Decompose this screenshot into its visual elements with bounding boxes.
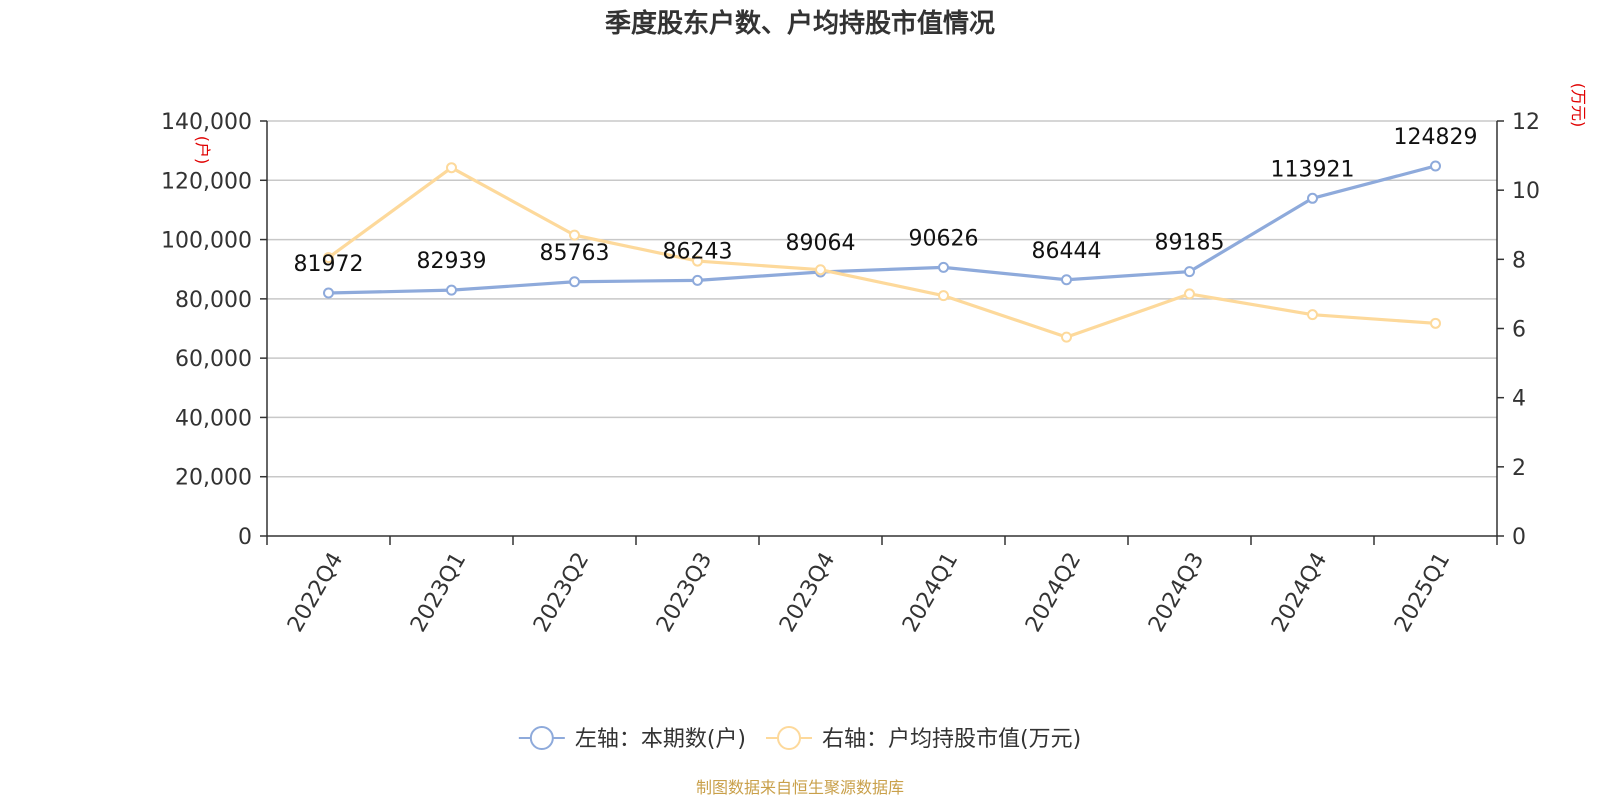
series-lines xyxy=(323,160,1441,343)
legend-label: 左轴：本期数(户) xyxy=(575,727,746,752)
right-axis-tick-label: 6 xyxy=(1512,318,1526,343)
left-axis-tick-label: 0 xyxy=(238,525,252,550)
right-axis-tick-label: 0 xyxy=(1512,525,1526,550)
data-point xyxy=(1184,288,1195,300)
data-point xyxy=(1307,192,1318,204)
data-point xyxy=(1430,160,1441,172)
data-point xyxy=(1061,331,1072,343)
legend-swatch-marker xyxy=(777,726,801,750)
x-axis-tick-label: 2024Q3 xyxy=(1144,548,1209,636)
data-label: 113921 xyxy=(1271,157,1355,182)
data-point xyxy=(323,252,334,264)
x-axis-tick-label: 2023Q2 xyxy=(529,548,594,636)
data-point xyxy=(569,229,580,241)
right-axis-tick-label: 12 xyxy=(1512,110,1540,135)
left-axis-tick-label: 60,000 xyxy=(175,347,252,372)
x-axis-tick-label: 2022Q4 xyxy=(283,548,348,636)
data-point xyxy=(323,287,334,299)
data-point xyxy=(446,284,457,296)
right-axis-tick-label: 2 xyxy=(1512,456,1526,481)
legend-label: 右轴：户均持股市值(万元) xyxy=(822,727,1081,752)
data-label: 85763 xyxy=(540,241,610,266)
right-axis-unit: (万元) xyxy=(1569,83,1588,128)
data-point xyxy=(1430,317,1441,329)
x-axis-tick-label: 2023Q4 xyxy=(775,548,840,636)
data-point xyxy=(446,162,457,174)
left-axis-tick-label: 120,000 xyxy=(161,169,252,194)
left-axis-tick-label: 20,000 xyxy=(175,466,252,491)
left-axis-unit: (户) xyxy=(193,136,212,165)
data-point xyxy=(692,255,703,267)
data-label: 89185 xyxy=(1155,231,1225,256)
right-axis-tick-label: 4 xyxy=(1512,387,1526,412)
data-point xyxy=(938,290,949,302)
right-axis-tick-label: 10 xyxy=(1512,179,1540,204)
left-axis-tick-label: 140,000 xyxy=(161,110,252,135)
data-point xyxy=(1061,274,1072,286)
data-point xyxy=(1307,309,1318,321)
left-axis-tick-label: 100,000 xyxy=(161,229,252,254)
axes: 0 20,000 40,000 60,000 80,000 100,000 120,000 1… xyxy=(161,110,1540,636)
legend-item-1[interactable]: 左轴：本期数(户) xyxy=(518,726,746,752)
data-label: 81972 xyxy=(294,252,364,277)
x-axis-tick-label: 2023Q1 xyxy=(406,548,471,636)
series-line-2 xyxy=(327,166,1436,339)
left-axis-tick-label: 40,000 xyxy=(175,406,252,431)
data-point xyxy=(692,274,703,286)
left-axis-tick-label: 80,000 xyxy=(175,288,252,313)
x-axis-tick-label: 2025Q1 xyxy=(1390,548,1455,636)
data-point xyxy=(569,276,580,288)
data-label: 90626 xyxy=(909,226,979,251)
right-axis-tick-label: 8 xyxy=(1512,248,1526,273)
x-axis-tick-label: 2024Q2 xyxy=(1021,548,1086,636)
data-label: 86444 xyxy=(1032,239,1102,264)
data-labels: 81972 82939 85763 86243 89064 90626 86444 89185… xyxy=(294,125,1478,277)
series-line-1 xyxy=(328,164,1436,295)
x-axis-tick-label: 2024Q4 xyxy=(1267,548,1332,636)
data-point xyxy=(938,261,949,273)
data-point xyxy=(815,264,826,276)
data-label: 86243 xyxy=(663,239,733,264)
source-note: 制图数据来自恒生聚源数据库 xyxy=(696,778,904,797)
data-label: 89064 xyxy=(786,231,856,256)
legend[interactable]: 左轴：本期数(户) 右轴：户均持股市值(万元) xyxy=(518,726,1081,752)
x-axis-tick-label: 2023Q3 xyxy=(652,548,717,636)
chart-title: 季度股东户数、户均持股市值情况 xyxy=(605,8,995,39)
legend-swatch-marker xyxy=(529,726,554,750)
legend-item-2[interactable]: 右轴：户均持股市值(万元) xyxy=(766,726,1081,752)
data-label: 82939 xyxy=(417,249,487,274)
data-point xyxy=(1184,266,1195,278)
data-label: 124829 xyxy=(1394,125,1478,150)
x-axis-tick-label: 2024Q1 xyxy=(898,548,963,636)
